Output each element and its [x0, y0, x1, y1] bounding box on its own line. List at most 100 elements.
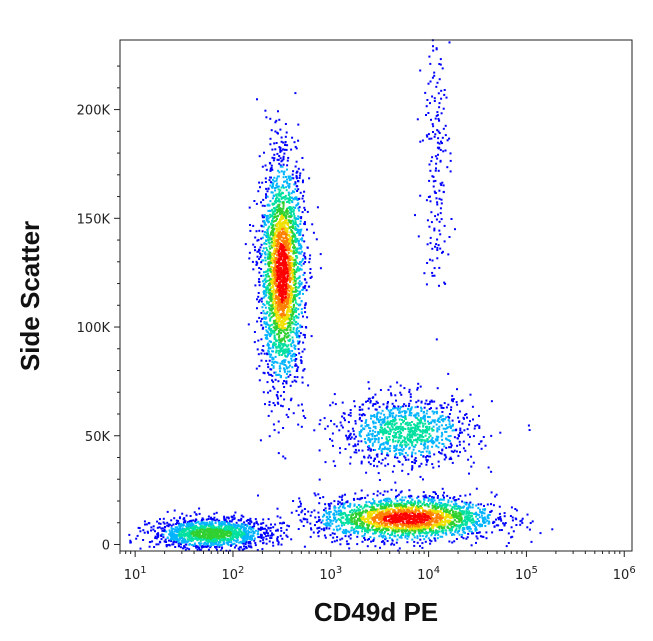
- event-point: [424, 494, 427, 497]
- event-point: [290, 313, 292, 316]
- event-point: [296, 376, 299, 379]
- event-point: [279, 370, 281, 373]
- event-point: [288, 314, 291, 317]
- event-point: [285, 382, 288, 385]
- event-point: [392, 509, 395, 512]
- event-point: [272, 297, 275, 300]
- event-point: [264, 109, 267, 112]
- event-point: [265, 236, 268, 238]
- event-point: [348, 547, 351, 550]
- event-point: [329, 524, 332, 527]
- event-point: [461, 527, 464, 529]
- event-point: [374, 509, 376, 512]
- event-point: [340, 520, 343, 523]
- event-point: [395, 519, 398, 522]
- event-point: [268, 373, 271, 376]
- event-point: [307, 510, 310, 513]
- event-point: [268, 400, 271, 403]
- event-point: [401, 516, 404, 519]
- event-point: [490, 491, 493, 494]
- event-point: [287, 278, 290, 281]
- event-point: [280, 243, 283, 245]
- event-point: [380, 514, 383, 517]
- event-point: [287, 206, 290, 209]
- event-point: [455, 499, 458, 501]
- event-point: [324, 503, 327, 506]
- event-point: [383, 507, 386, 510]
- event-point: [348, 505, 351, 508]
- event-point: [371, 517, 374, 520]
- event-point: [264, 263, 267, 266]
- event-point: [463, 511, 465, 514]
- event-point: [438, 527, 441, 530]
- event-point: [264, 294, 267, 297]
- event-point: [281, 245, 284, 248]
- event-point: [372, 538, 375, 541]
- event-point: [278, 273, 281, 276]
- event-point: [417, 523, 420, 526]
- event-point: [510, 526, 513, 529]
- event-point: [322, 496, 325, 499]
- event-point: [269, 355, 272, 358]
- event-point: [286, 313, 289, 316]
- event-point: [274, 238, 277, 241]
- event-point: [290, 176, 293, 179]
- event-point: [280, 214, 283, 217]
- event-point: [295, 269, 298, 272]
- event-point: [277, 232, 280, 235]
- event-point: [284, 344, 287, 347]
- event-point: [273, 252, 276, 255]
- event-point: [391, 531, 394, 534]
- event-point: [409, 500, 412, 503]
- event-point: [289, 281, 291, 283]
- event-point: [275, 197, 277, 200]
- event-point: [291, 235, 294, 238]
- event-point: [282, 293, 285, 296]
- event-point: [498, 512, 501, 515]
- event-point: [366, 511, 369, 514]
- event-point: [294, 237, 297, 240]
- event-point: [291, 330, 294, 333]
- event-point: [450, 509, 453, 511]
- event-point: [434, 539, 437, 542]
- event-point: [519, 523, 522, 526]
- event-point: [269, 270, 272, 273]
- event-point: [249, 517, 252, 520]
- event-point: [439, 523, 442, 526]
- event-point: [296, 256, 299, 259]
- event-point: [368, 513, 371, 516]
- event-point: [413, 518, 416, 520]
- event-point: [277, 380, 280, 383]
- event-point: [274, 148, 277, 151]
- event-point: [285, 285, 288, 288]
- event-point: [295, 196, 298, 199]
- event-point: [279, 268, 282, 270]
- event-point: [277, 175, 280, 178]
- event-point: [300, 520, 303, 523]
- event-point: [433, 520, 436, 523]
- event-point: [482, 520, 485, 523]
- event-point: [286, 271, 289, 273]
- event-point: [453, 519, 456, 522]
- event-point: [281, 347, 283, 350]
- event-point: [262, 247, 265, 250]
- event-point: [469, 514, 472, 517]
- event-point: [468, 525, 471, 528]
- event-point: [346, 500, 349, 503]
- event-point: [290, 192, 293, 195]
- event-point: [337, 512, 340, 515]
- event-point: [248, 519, 251, 522]
- event-point: [423, 501, 425, 504]
- event-point: [281, 315, 284, 318]
- event-point: [297, 342, 300, 345]
- event-point: [333, 540, 336, 543]
- event-point: [398, 510, 401, 513]
- event-point: [289, 222, 292, 225]
- event-point: [290, 296, 293, 299]
- event-point: [203, 545, 206, 548]
- event-point: [379, 492, 382, 495]
- event-point: [272, 402, 275, 404]
- event-point: [430, 523, 433, 526]
- event-point: [277, 158, 280, 161]
- event-point: [302, 168, 305, 171]
